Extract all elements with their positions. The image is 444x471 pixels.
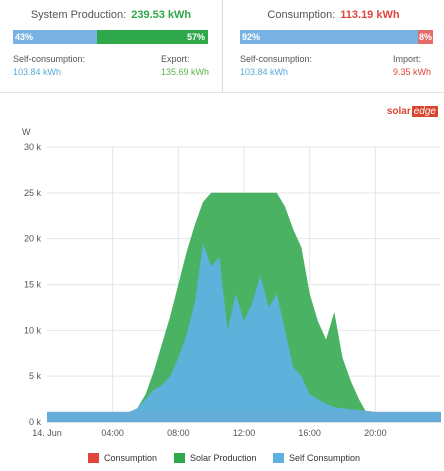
consumption-header: Consumption: 113.19 kWh bbox=[223, 9, 444, 21]
y-axis-ticks: 0 k 5 k 10 k 15 k 20 k 25 k 30 k bbox=[24, 142, 42, 427]
legend-label-solar-production: Solar Production bbox=[190, 453, 257, 463]
y-tick-label: 20 k bbox=[24, 234, 42, 244]
production-split-bar: 43% 57% bbox=[13, 30, 208, 44]
self-consumption-area bbox=[47, 243, 441, 422]
consumption-self-label: Self-consumption: bbox=[240, 54, 313, 64]
legend-item-self-consumption[interactable]: Self Consumption bbox=[273, 453, 360, 463]
consumption-title: Consumption: bbox=[267, 9, 336, 21]
power-chart: 0 k 5 k 10 k 15 k 20 k 25 k 30 k 14. Jun 04:00 0… bbox=[22, 127, 441, 438]
production-export-segment: 57% bbox=[96, 30, 208, 44]
import-value: 9.35 kWh bbox=[393, 67, 432, 77]
consumption-self-segment: 92% bbox=[240, 30, 418, 44]
y-tick-label: 0 k bbox=[29, 417, 42, 427]
y-tick-label: 10 k bbox=[24, 325, 42, 335]
production-self-label: Self-consumption: bbox=[13, 54, 86, 64]
chart-areas bbox=[47, 192, 441, 422]
import-label: Import: bbox=[393, 54, 422, 64]
brand-text: solar bbox=[386, 106, 411, 117]
x-tick-label: 04:00 bbox=[101, 428, 124, 438]
production-value: 239.53 kWh bbox=[131, 9, 192, 21]
x-tick-label: 08:00 bbox=[167, 428, 190, 438]
y-tick-label: 5 k bbox=[29, 371, 42, 381]
consumption-value: 113.19 kWh bbox=[340, 9, 400, 21]
legend-label-self-consumption: Self Consumption bbox=[289, 453, 361, 463]
consumption-import-segment: 8% bbox=[417, 30, 433, 44]
y-tick-label: 25 k bbox=[24, 188, 42, 198]
self-consumption-swatch bbox=[273, 453, 284, 463]
x-tick-label: 16:00 bbox=[298, 428, 321, 438]
export-value: 135.69 kWh bbox=[161, 67, 210, 77]
y-tick-label: 30 k bbox=[24, 142, 42, 152]
legend-item-solar-production[interactable]: Solar Production bbox=[174, 453, 257, 463]
legend-item-consumption[interactable]: Consumption bbox=[88, 453, 157, 463]
production-summary-panel: System Production: 239.53 kWh 43% 57% Sel… bbox=[0, 0, 223, 92]
solaredge-logo: solar edge bbox=[387, 106, 438, 117]
chart-legend: Consumption Solar Production Self Consum… bbox=[0, 453, 444, 467]
brand-accent: edge bbox=[411, 106, 438, 117]
solar-production-swatch bbox=[174, 453, 185, 463]
x-tick-label: 20:00 bbox=[364, 428, 387, 438]
x-axis-ticks: 14. Jun 04:00 08:00 12:00 16:00 20:00 bbox=[32, 428, 386, 438]
consumption-self-value: 103.84 kWh bbox=[240, 67, 289, 77]
consumption-import-percent: 8% bbox=[418, 32, 432, 42]
legend-label-consumption: Consumption bbox=[104, 453, 158, 463]
production-export-percent: 57% bbox=[186, 32, 205, 42]
production-title: System Production: bbox=[30, 9, 127, 21]
y-tick-label: 15 k bbox=[24, 280, 42, 290]
export-label: Export: bbox=[161, 54, 190, 64]
production-header: System Production: 239.53 kWh bbox=[0, 9, 222, 21]
production-self-value: 103.84 kWh bbox=[13, 67, 62, 77]
panel-divider bbox=[0, 92, 444, 93]
solar-production-area bbox=[47, 192, 441, 422]
consumption-swatch bbox=[88, 453, 99, 463]
y-axis-label: W bbox=[22, 127, 31, 137]
consumption-summary-panel: Consumption: 113.19 kWh 92% 8% Self-consu… bbox=[223, 0, 444, 92]
production-self-segment: 43% bbox=[13, 30, 97, 44]
consumption-self-percent: 92% bbox=[242, 32, 261, 42]
x-tick-label: 14. Jun bbox=[32, 428, 62, 438]
consumption-split-bar: 92% 8% bbox=[240, 30, 433, 44]
x-tick-label: 12:00 bbox=[233, 428, 256, 438]
production-self-percent: 43% bbox=[15, 32, 34, 42]
